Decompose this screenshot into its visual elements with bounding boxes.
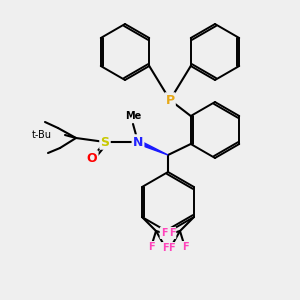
Text: Me: Me — [125, 111, 141, 121]
Text: F: F — [169, 228, 175, 238]
Text: P: P — [165, 94, 175, 106]
Text: F: F — [162, 243, 168, 253]
Text: Me: Me — [125, 111, 141, 121]
Text: N: N — [133, 136, 143, 148]
Polygon shape — [137, 140, 168, 155]
Text: F: F — [168, 243, 174, 253]
Text: F: F — [161, 228, 167, 238]
Text: t-Bu: t-Bu — [32, 130, 52, 140]
Text: S: S — [100, 136, 109, 148]
Text: F: F — [148, 242, 154, 252]
Text: O: O — [87, 152, 97, 164]
Text: F: F — [182, 242, 188, 252]
